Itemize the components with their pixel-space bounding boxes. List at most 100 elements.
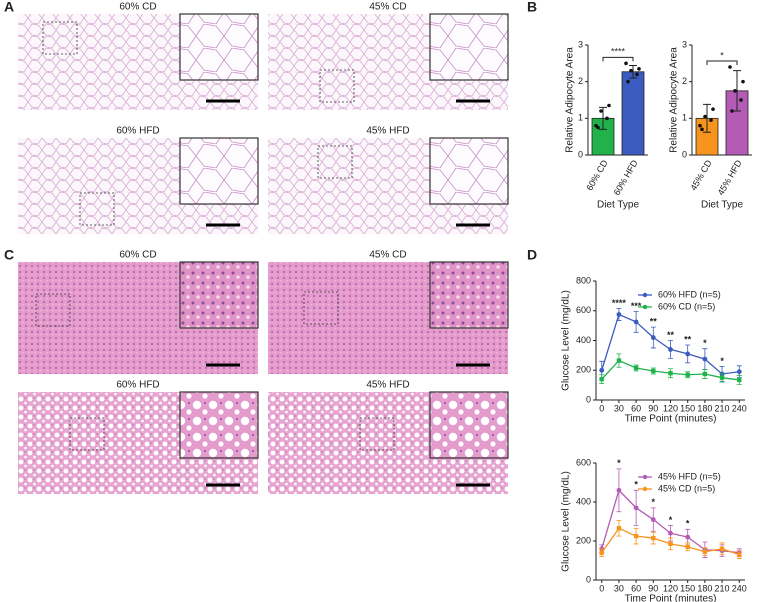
x-tick-label: 120 (663, 403, 678, 413)
data-point (719, 546, 725, 551)
inset (429, 137, 509, 205)
y-axis-label: Relative Adipocyte Area (669, 47, 680, 153)
x-axis-label: Time Point (minutes) (625, 414, 717, 425)
x-tick-label: 90 (648, 583, 658, 593)
image-title: 60% CD (119, 250, 156, 261)
panel-label: D (527, 247, 537, 263)
significance-label: **** (611, 47, 626, 57)
x-tick-label: 120 (663, 583, 678, 593)
zoom-region (42, 21, 78, 55)
zoom-region (79, 192, 115, 226)
inset (179, 261, 259, 329)
data-point (668, 371, 673, 376)
y-axis-label: Relative Adipocyte Area (565, 47, 576, 153)
data-point (624, 61, 628, 66)
y-tick-label: 1 (578, 113, 583, 123)
x-tick-label: 180 (697, 583, 712, 593)
y-tick-label: 0 (578, 149, 583, 159)
x-tick-label: 60% HFD (612, 158, 640, 197)
inset (429, 391, 509, 459)
image-title: 45% CD (369, 2, 406, 13)
error-bar (629, 65, 637, 79)
data-point (633, 505, 639, 511)
data-point (599, 550, 604, 555)
error-bar (703, 103, 711, 133)
x-tick-label: 150 (680, 403, 695, 413)
data-point (739, 98, 743, 102)
legend-label: 60% HFD (n=5) (658, 289, 721, 299)
data-point (736, 369, 742, 375)
zoom-region (319, 69, 355, 103)
y-tick-label: 3 (578, 39, 583, 49)
x-tick-label: 210 (715, 403, 730, 413)
y-tick-label: 600 (576, 457, 591, 467)
significance-bracket (706, 60, 738, 65)
legend-marker (642, 486, 648, 492)
legend-marker (642, 474, 648, 480)
data-point (709, 118, 713, 122)
y-tick-label: 2 (578, 76, 583, 86)
significance-label: * (703, 338, 707, 348)
y-tick-label: 0 (682, 149, 687, 159)
zoom-region (317, 145, 353, 179)
data-point (616, 312, 622, 317)
legend-label: 60% CD (n=5) (658, 301, 715, 311)
data-point (651, 535, 656, 541)
x-tick-label: 240 (732, 583, 747, 593)
data-point (599, 109, 603, 113)
x-tick-label: 60% CD (584, 158, 610, 192)
zoom-region (359, 417, 395, 451)
data-point (616, 358, 622, 363)
x-tick-label: 30 (614, 583, 624, 593)
x-axis-label: Time Point (minutes) (625, 594, 717, 602)
image-title: 45% HFD (366, 380, 409, 391)
legend-marker (642, 304, 648, 310)
data-point (607, 103, 611, 108)
data-point (605, 116, 609, 121)
inset (429, 13, 509, 81)
data-point (685, 534, 691, 540)
error-bar (599, 106, 607, 130)
data-point (616, 526, 622, 531)
data-point (599, 367, 605, 373)
data-point (651, 368, 656, 374)
y-tick-label: 400 (576, 496, 591, 506)
y-tick-label: 3 (682, 39, 687, 49)
x-tick-label: 60 (631, 403, 641, 413)
data-point (616, 487, 622, 493)
significance-label: *** (631, 301, 642, 311)
significance-bracket (602, 56, 634, 62)
x-tick-label: 30 (614, 403, 624, 413)
data-point (702, 356, 708, 362)
legend-label: 45% CD (n=5) (658, 483, 715, 493)
significance-label: **** (612, 298, 627, 308)
data-point (599, 376, 604, 382)
data-point (685, 544, 690, 550)
inset (179, 391, 259, 459)
y-tick-label: 800 (576, 275, 591, 285)
data-point (668, 541, 673, 547)
data-point (650, 517, 656, 522)
x-tick-label: 45% CD (688, 158, 714, 192)
x-axis-label: Diet Type (701, 200, 743, 211)
y-tick-label: 2 (682, 76, 687, 86)
x-tick-label: 240 (732, 403, 747, 413)
x-tick-label: 90 (648, 403, 658, 413)
panel-label: C (4, 247, 14, 263)
y-tick-label: 600 (576, 305, 591, 315)
legend-label: 45% HFD (n=5) (658, 471, 721, 481)
data-point (698, 123, 702, 128)
data-point (703, 114, 707, 119)
image-title: 45% CD (369, 250, 406, 261)
image-title: 60% HFD (116, 126, 159, 137)
data-point (737, 377, 742, 383)
data-point (719, 375, 725, 380)
y-axis-label: Glucose Level (mg/dL) (561, 290, 572, 391)
y-tick-label: 1 (682, 113, 687, 123)
data-point (650, 335, 656, 340)
significance-label: * (720, 356, 724, 366)
error-bar (733, 70, 741, 112)
data-point (733, 89, 737, 93)
data-point (633, 533, 639, 539)
y-tick-label: 400 (576, 335, 591, 345)
